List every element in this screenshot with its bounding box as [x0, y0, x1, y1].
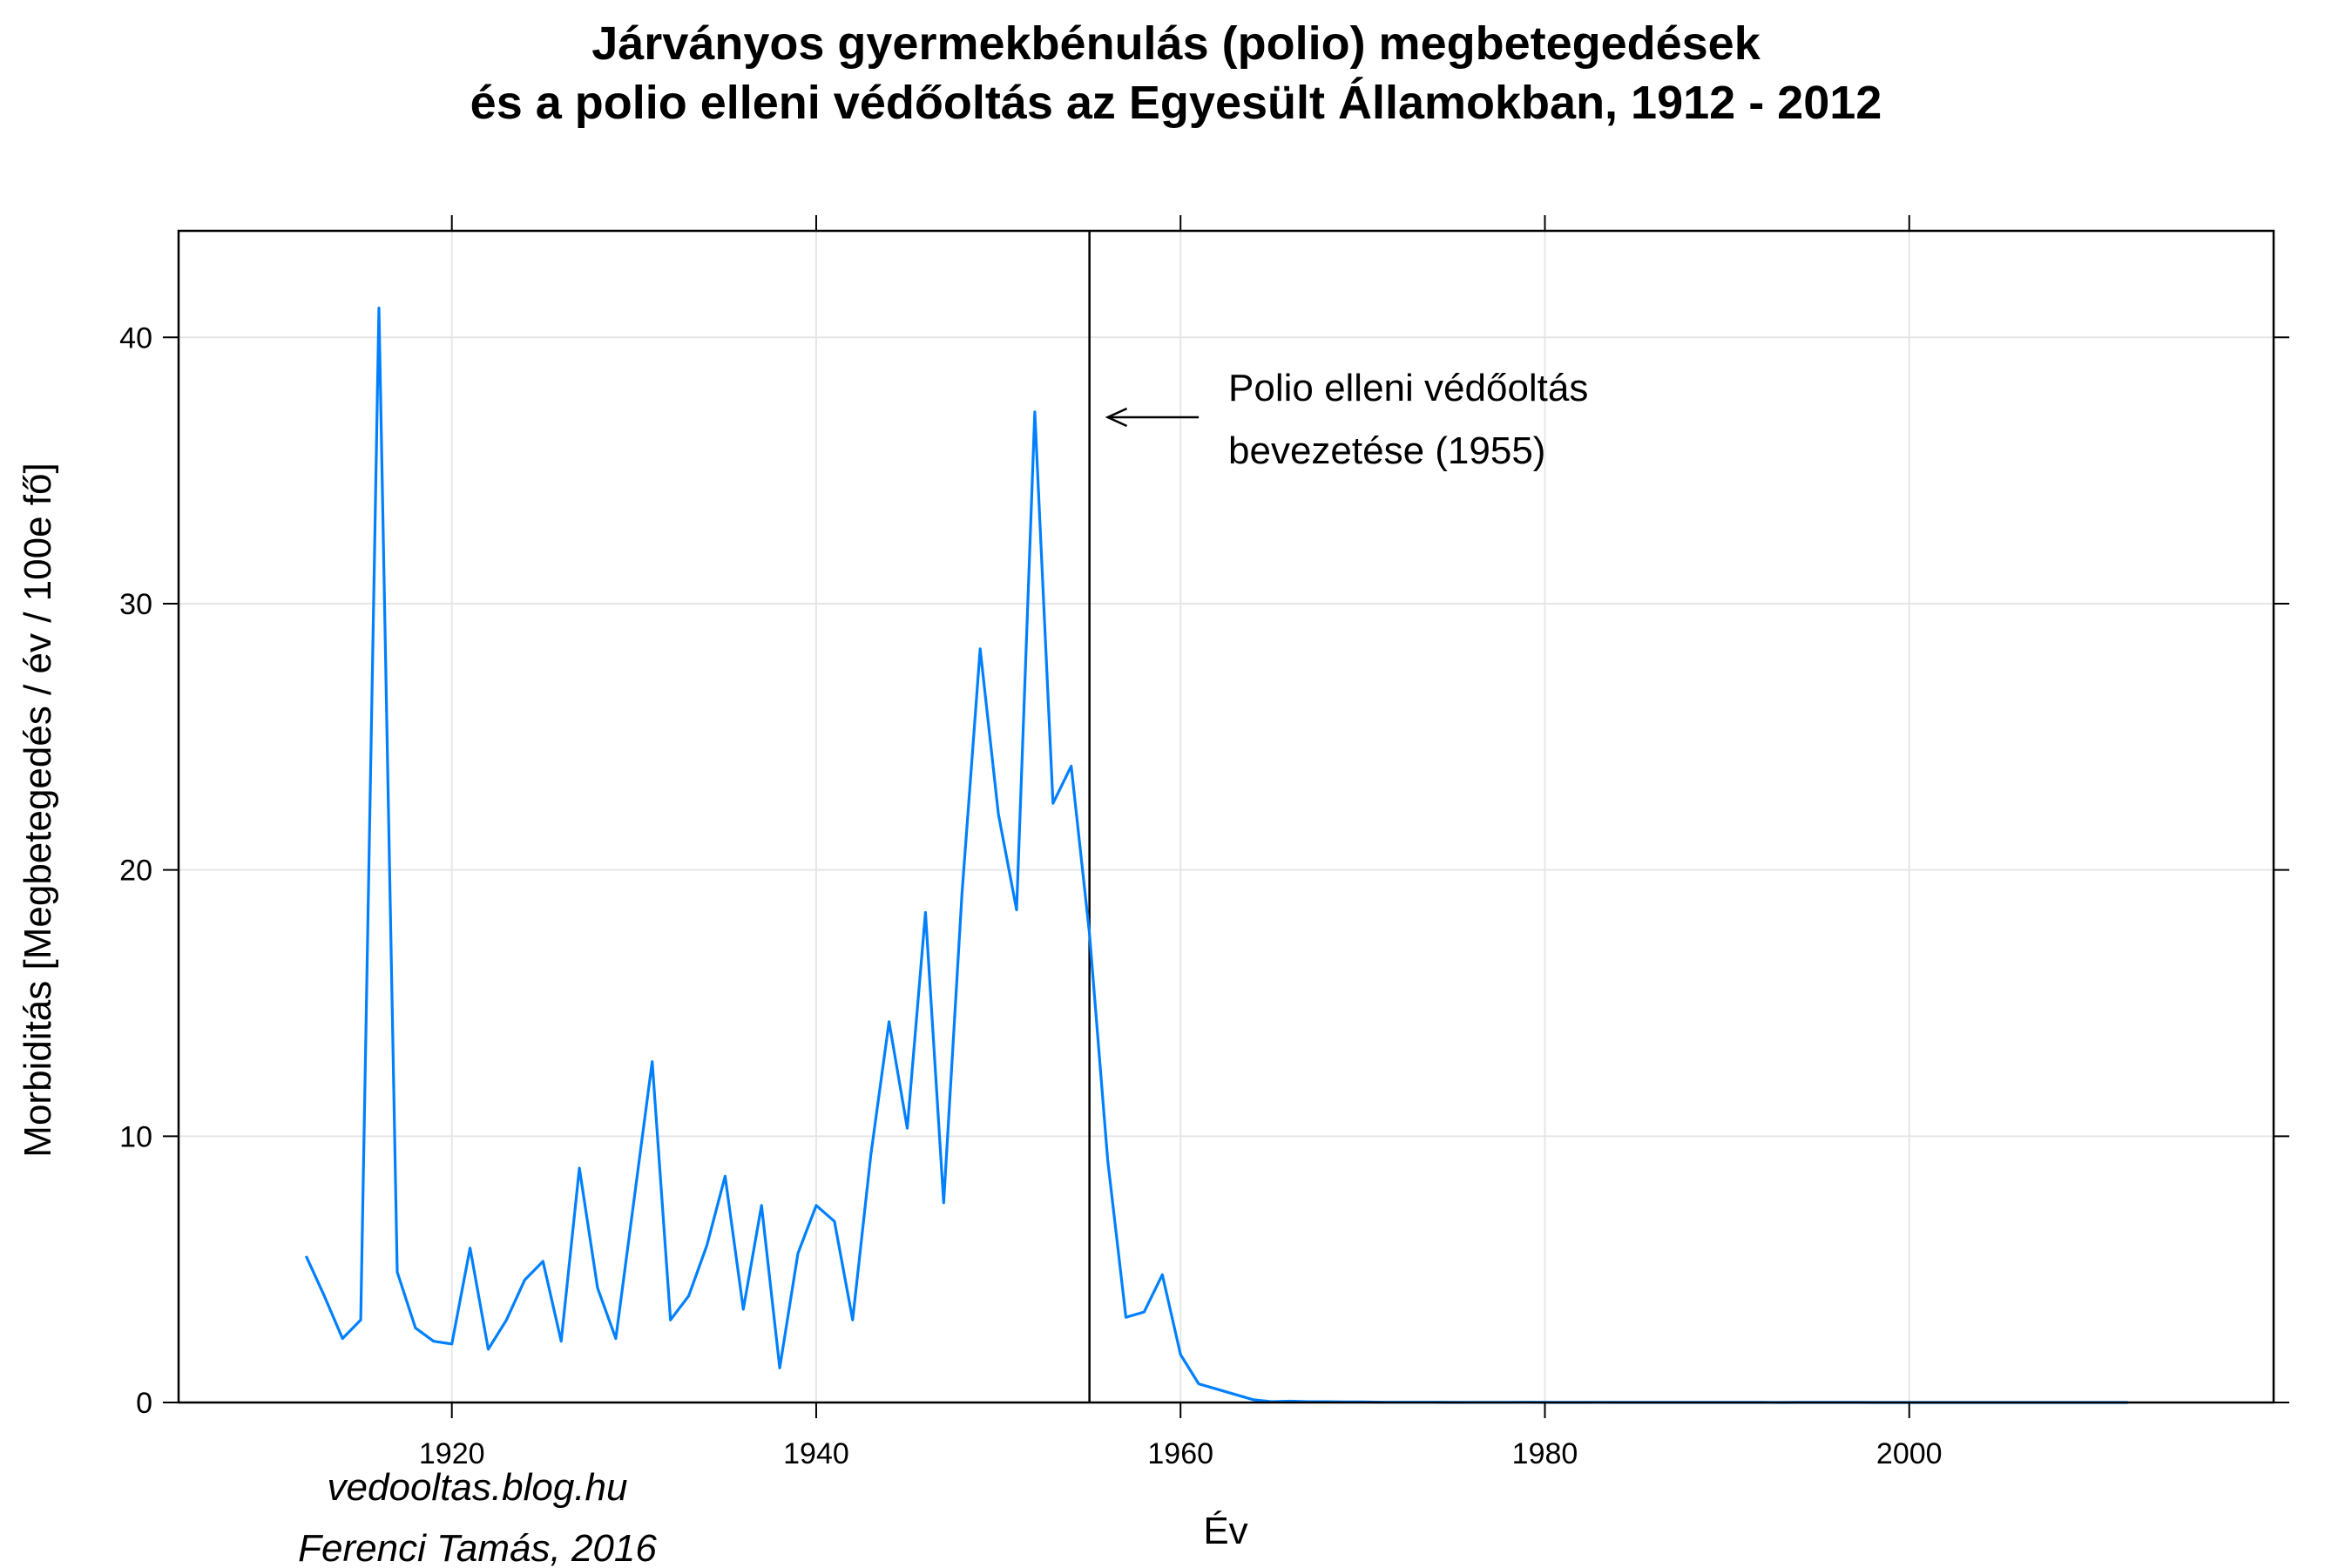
chart-subtitle: és a polio elleni védőoltás az Egyesült …: [470, 77, 1882, 129]
series-line-morbidity: [304, 307, 2128, 1404]
plot-frame: [177, 229, 2275, 1404]
y-tick-label: 20: [119, 855, 152, 888]
y-tick-label: 10: [119, 1120, 152, 1153]
y-tick-label: 30: [119, 588, 152, 621]
gridlines: [179, 231, 2274, 1403]
x-axis-label: Év: [1203, 1510, 1247, 1552]
x-tick-label: 1920: [419, 1437, 485, 1470]
x-tick-label: 1960: [1147, 1437, 1213, 1470]
axis-ticks: 1920 1940 1960 1980 2000 0 10 20 30 40: [119, 215, 2289, 1470]
credit-blog: vedooltas.blog.hu: [328, 1466, 628, 1509]
annotation-arrow: [1105, 407, 1200, 428]
arrow-head: [1105, 407, 1128, 428]
x-tick-label: 2000: [1876, 1437, 1943, 1470]
annotation-line-1: Polio elleni védőoltás: [1228, 367, 1588, 409]
y-tick-label: 0: [136, 1387, 152, 1420]
y-tick-label: 40: [119, 321, 152, 355]
y-axis-label: Morbiditás [Megbetegedés / év / 100e fő]: [17, 463, 59, 1157]
credit-author: Ferenci Tamás, 2016: [298, 1527, 657, 1568]
series-layer: [304, 307, 2128, 1404]
annotation-line-2: bevezetése (1955): [1228, 429, 1545, 472]
x-tick-label: 1980: [1512, 1437, 1578, 1470]
chart-title: Járványos gyermekbénulás (polio) megbete…: [591, 17, 1761, 70]
x-tick-label: 1940: [783, 1437, 849, 1470]
